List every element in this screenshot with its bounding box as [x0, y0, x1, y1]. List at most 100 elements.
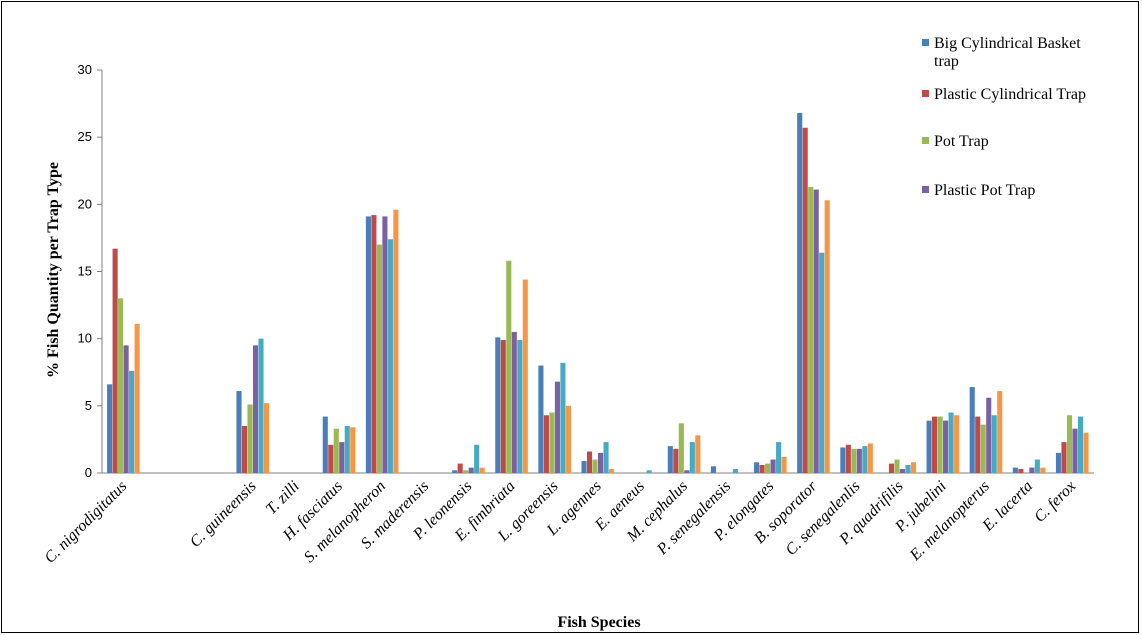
- bar: [592, 459, 598, 473]
- bar: [252, 345, 259, 473]
- bar: [479, 467, 485, 473]
- bar: [118, 298, 124, 473]
- bar: [506, 260, 512, 473]
- bar: [1072, 428, 1078, 473]
- bar: [549, 412, 555, 473]
- legend-swatch: [922, 137, 929, 144]
- bar: [684, 470, 690, 473]
- bar: [382, 216, 388, 473]
- bar: [511, 331, 517, 473]
- bar: [236, 391, 242, 473]
- bar: [517, 340, 523, 473]
- x-tick-label: C. ferox: [1031, 478, 1079, 526]
- legend-label: Plastic Pot Trap: [934, 182, 1035, 199]
- bar: [770, 459, 776, 473]
- bar: [560, 362, 566, 473]
- bar: [776, 442, 782, 473]
- x-tick-label: C. guineensis: [187, 478, 260, 551]
- y-tick-label: 5: [85, 398, 92, 413]
- y-tick-label: 20: [78, 196, 92, 211]
- bar: [581, 460, 587, 473]
- x-tick-label: C. nigrodigitatus: [41, 478, 130, 567]
- legend-label: Plastic Cylindrical Trap: [934, 86, 1086, 103]
- bar: [538, 365, 544, 473]
- bar: [328, 444, 334, 473]
- bar: [371, 215, 377, 473]
- bar: [1029, 467, 1035, 473]
- bar: [695, 435, 701, 473]
- y-tick-label: 0: [85, 465, 92, 480]
- bar: [813, 189, 819, 473]
- bar: [797, 112, 803, 473]
- bar: [932, 416, 938, 473]
- bar: [393, 209, 399, 473]
- legend-swatch: [922, 186, 929, 193]
- bar: [554, 381, 560, 473]
- bar: [991, 415, 997, 473]
- bar: [926, 420, 932, 473]
- bar: [457, 463, 463, 473]
- bar: [975, 416, 981, 473]
- bar: [452, 470, 458, 473]
- bar: [840, 447, 846, 473]
- bar: [910, 462, 917, 473]
- bar: [997, 391, 1003, 473]
- x-tick-label: T. zilli: [263, 478, 303, 518]
- bar: [954, 415, 960, 473]
- bar: [969, 387, 975, 473]
- bar: [322, 416, 328, 473]
- legend-label: Pot Trap: [934, 133, 989, 150]
- x-tick-label: P. senegalensis: [653, 478, 734, 559]
- bar: [808, 186, 814, 473]
- x-tick-label: C. senegalenlis: [782, 478, 863, 559]
- bar: [781, 456, 787, 473]
- bar: [247, 404, 253, 473]
- bar: [522, 279, 528, 473]
- bar: [376, 244, 382, 473]
- bar: [894, 459, 900, 473]
- bar: [819, 252, 825, 473]
- bar: [802, 127, 808, 473]
- y-tick-label: 15: [78, 264, 92, 279]
- bar: [365, 216, 371, 473]
- bar: [862, 446, 868, 473]
- bar: [609, 468, 615, 473]
- bar: [673, 448, 679, 473]
- bar: [263, 403, 270, 473]
- bar: [474, 444, 480, 473]
- bar: [1018, 468, 1024, 473]
- bar: [646, 470, 652, 473]
- bar: [689, 442, 695, 473]
- bar: [463, 470, 469, 473]
- bar: [495, 337, 501, 473]
- bar: [333, 428, 339, 473]
- bar: [603, 442, 609, 473]
- bar: [500, 340, 506, 473]
- bar: [851, 448, 857, 473]
- bar: [123, 345, 129, 473]
- bar: [587, 451, 593, 473]
- legend-label: Big Cylindrical Basket: [934, 35, 1081, 52]
- bar: [543, 415, 549, 473]
- bar: [387, 239, 393, 473]
- bar: [754, 462, 760, 473]
- bar: [759, 464, 765, 473]
- axes: [97, 69, 1094, 474]
- bar: [107, 384, 113, 473]
- bar: [943, 420, 949, 473]
- bar: [1012, 467, 1018, 473]
- bar: [1055, 452, 1062, 473]
- bar: [241, 425, 248, 473]
- bar: [824, 200, 830, 473]
- legend-swatch: [922, 90, 929, 97]
- bar: [856, 448, 862, 473]
- y-axis-title: % Fish Quantity per Trap Type: [45, 162, 62, 378]
- bar: [1034, 459, 1040, 473]
- legend-swatch: [922, 39, 929, 46]
- bar: [1077, 416, 1084, 473]
- bar: [732, 468, 738, 473]
- bar: [899, 468, 906, 473]
- bar: [468, 467, 474, 473]
- bar: [565, 405, 571, 473]
